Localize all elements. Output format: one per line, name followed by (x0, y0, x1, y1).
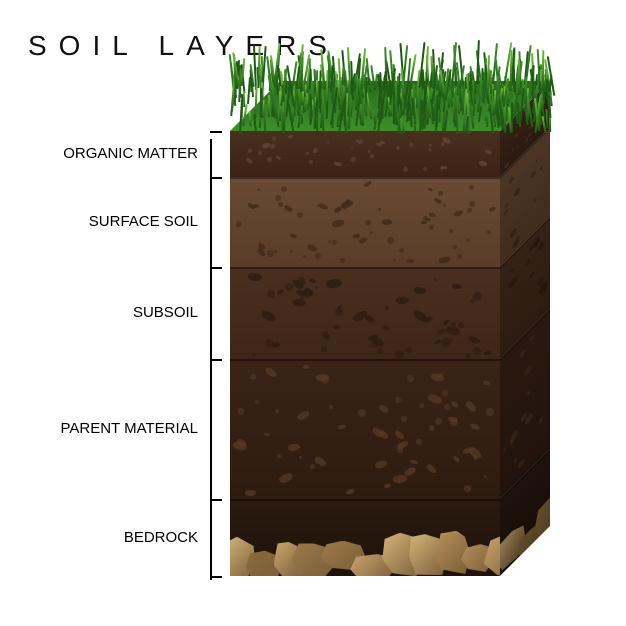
bracket-tick (210, 359, 222, 361)
label-parent: PARENT MATERIAL (12, 420, 208, 437)
layer-labels: ORGANIC MATTER SURFACE SOIL SUBSOIL PARENT … (12, 133, 230, 573)
label-organic: ORGANIC MATTER (12, 145, 208, 162)
layer-bedrock (230, 499, 500, 576)
block-side-face (500, 81, 550, 576)
layer-organic (230, 131, 500, 177)
label-surface: SURFACE SOIL (12, 213, 208, 230)
layer-surface (230, 177, 500, 267)
label-bedrock: BEDROCK (12, 529, 208, 546)
layer-parent (230, 359, 500, 499)
page-title: SOIL LAYERS (28, 30, 339, 62)
layer-subsoil (230, 267, 500, 359)
bracket-tick (210, 499, 222, 501)
label-text-surface: SURFACE SOIL (89, 213, 208, 230)
soil-block (230, 86, 560, 586)
label-text-subsoil: SUBSOIL (133, 304, 208, 321)
label-subsoil: SUBSOIL (12, 304, 208, 321)
bracket-tick (210, 576, 222, 578)
bracket-tick (210, 267, 222, 269)
grass-top-face (230, 81, 550, 131)
label-text-organic: ORGANIC MATTER (63, 145, 208, 162)
bracket-tick (210, 177, 222, 179)
label-text-bedrock: BEDROCK (124, 529, 208, 546)
block-front-face (230, 131, 500, 576)
label-text-parent: PARENT MATERIAL (60, 420, 208, 437)
bracket-tick (210, 131, 222, 133)
